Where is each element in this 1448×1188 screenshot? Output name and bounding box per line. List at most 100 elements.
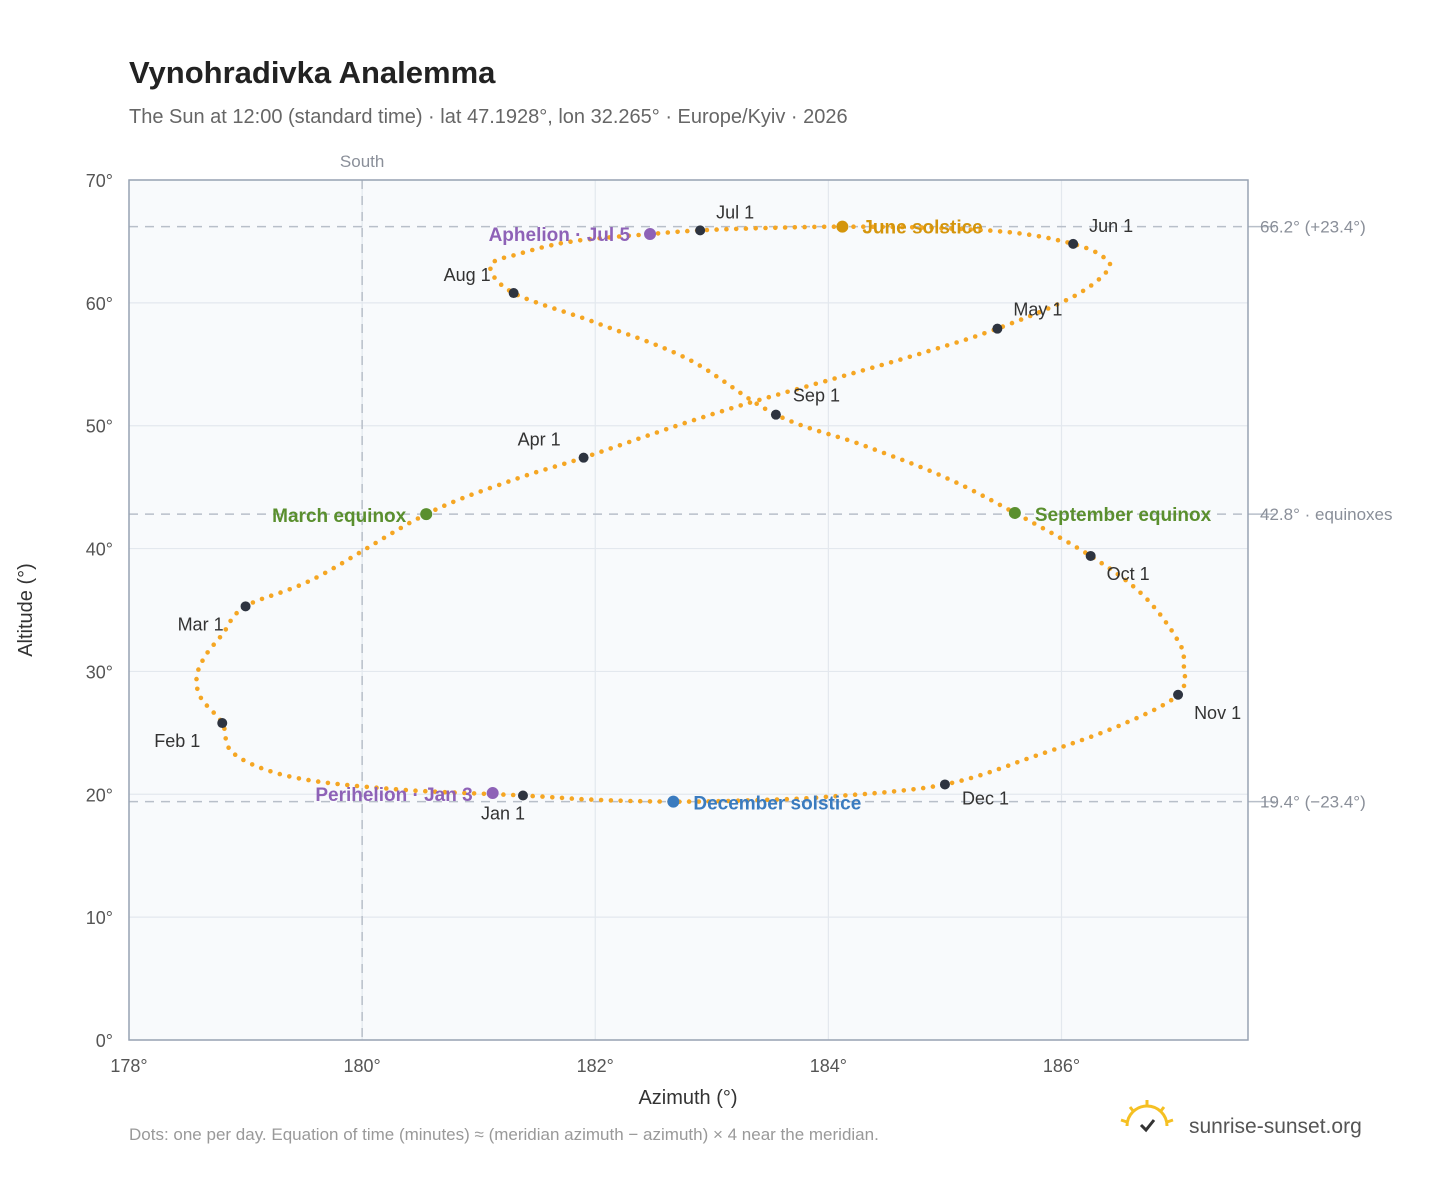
- daily-sun-dot: [958, 226, 964, 232]
- daily-sun-dot: [607, 235, 612, 240]
- daily-sun-dot: [296, 583, 302, 588]
- daily-sun-dot: [589, 318, 594, 324]
- daily-sun-dot: [929, 225, 934, 231]
- daily-sun-dot: [356, 550, 362, 556]
- daily-sun-dot: [442, 503, 447, 509]
- month-marker-label: Oct 1: [1107, 564, 1150, 584]
- reference-line-label: 19.4° (−23.4°): [1260, 793, 1366, 812]
- daily-sun-dot: [662, 346, 667, 351]
- month-marker-label: May 1: [1013, 300, 1062, 320]
- daily-sun-dot: [577, 238, 583, 243]
- daily-sun-dot: [520, 250, 526, 255]
- daily-sun-dot: [635, 335, 640, 341]
- daily-sun-dot: [373, 540, 378, 546]
- y-axis-ticks: 0° 10° 20° 30° 40° 50° 60° 70°: [86, 171, 113, 1051]
- daily-sun-dot: [843, 793, 848, 798]
- daily-sun-dot: [831, 224, 837, 229]
- daily-sun-dot: [1072, 293, 1077, 299]
- month-marker-label: Jan 1: [481, 804, 525, 824]
- daily-sun-dot: [1096, 277, 1102, 282]
- daily-sun-dot: [1032, 521, 1037, 526]
- daily-sun-dot: [597, 235, 602, 241]
- daily-sun-dot: [907, 354, 913, 360]
- daily-sun-dot: [813, 381, 819, 387]
- daily-sun-dot: [794, 386, 800, 392]
- daily-sun-dot: [738, 390, 743, 396]
- daily-sun-dot: [608, 446, 613, 451]
- daily-sun-dot: [804, 384, 809, 389]
- daily-sun-dot: [1049, 530, 1054, 536]
- daily-sun-dot: [552, 464, 558, 469]
- reference-line-label: 42.8° · equinoxes: [1260, 505, 1393, 524]
- daily-sun-dot: [944, 343, 950, 348]
- daily-sun-dot: [1098, 731, 1103, 736]
- daily-sun-dot: [1151, 707, 1157, 713]
- daily-sun-dot: [1151, 604, 1157, 610]
- daily-sun-dot: [794, 796, 799, 802]
- daily-sun-dot: [234, 610, 239, 616]
- month-marker-dot: [240, 601, 251, 612]
- x-axis-label: Azimuth (°): [638, 1087, 737, 1109]
- daily-sun-dot: [200, 658, 205, 663]
- daily-sun-dot: [1125, 719, 1130, 725]
- daily-sun-dot: [1017, 231, 1022, 236]
- daily-sun-dot: [226, 745, 231, 750]
- daily-sun-dot: [719, 408, 725, 414]
- daily-sun-dot: [539, 245, 544, 250]
- daily-sun-dot: [671, 350, 676, 355]
- daily-sun-dot: [533, 300, 539, 305]
- daily-sun-dot: [747, 400, 753, 405]
- daily-sun-dot: [481, 791, 487, 797]
- y-tick-label: 30°: [86, 662, 113, 682]
- month-marker-dot: [578, 452, 589, 463]
- daily-sun-dot: [1015, 760, 1020, 765]
- daily-sun-dot: [533, 469, 539, 475]
- daily-sun-dot: [211, 642, 216, 647]
- daily-sun-dot: [972, 334, 978, 339]
- daily-sun-dot: [949, 226, 954, 231]
- daily-sun-dot: [798, 422, 803, 428]
- daily-sun-dot: [211, 710, 216, 715]
- month-marker-dot: [517, 790, 528, 801]
- daily-sun-dot: [432, 789, 438, 794]
- daily-sun-dot: [872, 790, 877, 796]
- daily-sun-dot: [835, 434, 841, 440]
- daily-sun-dot: [562, 461, 567, 467]
- daily-sun-dot: [673, 423, 678, 429]
- daily-sun-dot: [241, 757, 246, 763]
- daily-sun-dot: [745, 798, 750, 803]
- daily-sun-dot: [854, 440, 859, 446]
- month-marker-dot: [770, 409, 781, 420]
- daily-sun-dot: [860, 368, 866, 373]
- daily-sun-dot: [616, 328, 622, 334]
- event-markers: June solstice Aphelion · Jul 5 March equin…: [272, 218, 1211, 815]
- daily-sun-dot: [524, 296, 529, 302]
- daily-sun-dot: [1143, 711, 1148, 717]
- daily-sun-dot: [287, 587, 293, 592]
- sun-logo-icon: [1120, 1100, 1174, 1133]
- daily-sun-dot: [626, 233, 632, 239]
- x-tick-label: 178°: [110, 1056, 147, 1076]
- daily-sun-dot: [645, 433, 650, 438]
- daily-sun-dot: [1061, 744, 1066, 749]
- daily-sun-dot: [1018, 317, 1024, 322]
- daily-sun-dot: [802, 224, 807, 230]
- daily-sun-dot: [1174, 636, 1180, 641]
- daily-sun-dot: [735, 798, 741, 803]
- daily-sun-dot: [1005, 763, 1011, 768]
- chart-title: Vynohradivka Analemma: [129, 55, 496, 90]
- daily-sun-dot: [314, 575, 319, 580]
- daily-sun-dot: [1181, 664, 1187, 669]
- daily-sun-dot: [492, 275, 497, 280]
- daily-sun-dot: [826, 431, 831, 437]
- daily-sun-dot: [452, 790, 457, 795]
- daily-sun-dot: [315, 779, 321, 784]
- daily-sun-dot: [1040, 525, 1046, 531]
- y-tick-label: 10°: [86, 908, 113, 928]
- daily-sun-dot: [881, 450, 887, 456]
- daily-sun-dot: [442, 789, 448, 795]
- daily-sun-dot: [704, 227, 710, 233]
- daily-sun-dot: [223, 627, 229, 632]
- daily-sun-dot: [1181, 683, 1187, 689]
- daily-sun-dot: [823, 794, 829, 800]
